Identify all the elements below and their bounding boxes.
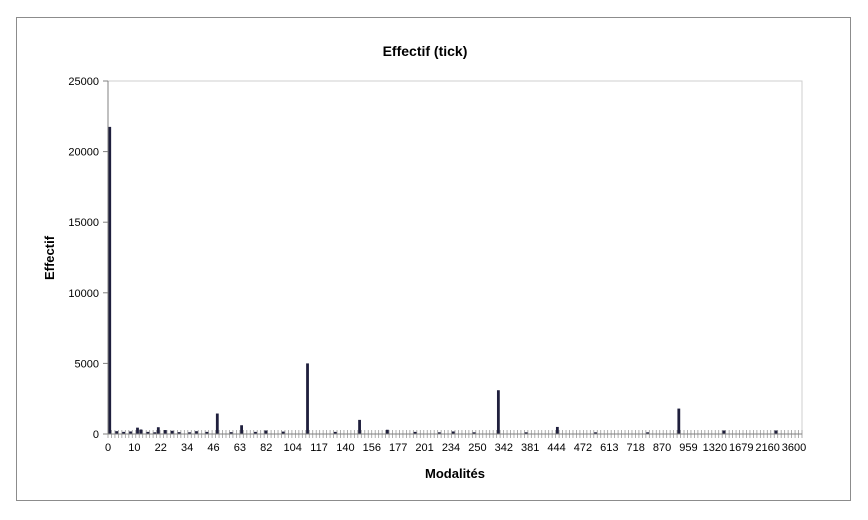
x-tick-label: 34 — [181, 442, 193, 454]
bar — [524, 432, 528, 434]
chart-svg: Effectif (tick) Effectif Modalités 0 5000… — [42, 43, 806, 481]
x-tick-label: 234 — [442, 442, 460, 454]
y-tick-label: 5000 — [75, 358, 99, 370]
x-tick-label: 1679 — [729, 442, 753, 454]
bar — [177, 432, 181, 434]
x-tick-label: 342 — [495, 442, 513, 454]
bar — [472, 432, 476, 434]
bar — [129, 431, 132, 434]
x-tick-label: 3600 — [782, 442, 806, 454]
y-tick-label: 25000 — [68, 76, 99, 88]
x-tick-label: 2160 — [755, 442, 779, 454]
bars — [108, 126, 778, 434]
x-ticks: 0 10 22 34 46 63 82 104 117 140 156 177 201 234 250 342… — [105, 430, 806, 454]
bar — [333, 431, 337, 434]
x-tick-label: 156 — [363, 442, 381, 454]
y-tick-label: 0 — [93, 429, 99, 441]
x-tick-label: 177 — [389, 442, 407, 454]
bar — [156, 427, 160, 434]
x-tick-label: 117 — [310, 442, 328, 454]
plot-area — [107, 80, 803, 435]
bar — [496, 390, 500, 434]
x-tick-label: 1320 — [703, 442, 727, 454]
bar — [122, 431, 126, 434]
x-tick-label: 613 — [600, 442, 618, 454]
x-tick-label: 63 — [234, 442, 246, 454]
bar — [646, 432, 649, 434]
y-axis-label: Effectif — [42, 235, 57, 280]
bar — [677, 408, 681, 434]
bar — [358, 419, 361, 434]
x-tick-label: 10 — [128, 442, 140, 454]
bar — [163, 430, 167, 434]
x-tick-label: 381 — [521, 442, 539, 454]
x-tick-label: 718 — [627, 442, 645, 454]
x-tick-label: 870 — [653, 442, 671, 454]
x-axis-label: Modalités — [425, 466, 485, 481]
bar — [170, 430, 174, 434]
bar — [413, 431, 417, 434]
x-tick-label: 959 — [679, 442, 697, 454]
y-tick-label: 15000 — [68, 217, 99, 229]
y-tick-label: 10000 — [68, 288, 99, 300]
bar — [115, 431, 119, 434]
x-tick-label: 140 — [336, 442, 354, 454]
bar — [146, 431, 150, 434]
bar — [240, 425, 243, 434]
bar — [774, 430, 778, 434]
x-tick-label: 22 — [155, 442, 167, 454]
bar — [385, 429, 389, 434]
bar — [437, 432, 441, 434]
bar — [195, 431, 198, 434]
bar — [281, 431, 285, 434]
x-tick-label: 104 — [284, 442, 302, 454]
bar — [594, 432, 597, 434]
bar — [555, 426, 559, 434]
x-tick-label: 472 — [574, 442, 592, 454]
bar — [139, 429, 143, 434]
bar — [108, 126, 112, 434]
chart-title: Effectif (tick) — [383, 43, 468, 59]
chart-frame: Effectif (tick) Effectif Modalités 0 5000… — [16, 17, 851, 501]
bar — [264, 430, 268, 434]
bar — [188, 432, 191, 434]
bar — [205, 431, 209, 434]
x-tick-label: 444 — [547, 442, 565, 454]
y-ticks: 0 5000 10000 15000 20000 25000 — [68, 76, 108, 441]
bar — [136, 427, 139, 434]
x-tick-label: 0 — [105, 442, 111, 454]
x-tick-label: 46 — [207, 442, 219, 454]
bar — [229, 432, 233, 434]
bar — [451, 431, 455, 434]
x-tick-label: 250 — [468, 442, 486, 454]
bar — [153, 432, 157, 434]
bar — [306, 363, 309, 434]
bar — [722, 430, 726, 434]
bar — [254, 431, 257, 434]
x-tick-label: 201 — [415, 442, 433, 454]
x-tick-label: 82 — [260, 442, 272, 454]
y-tick-label: 20000 — [68, 147, 99, 159]
bar — [215, 413, 219, 434]
